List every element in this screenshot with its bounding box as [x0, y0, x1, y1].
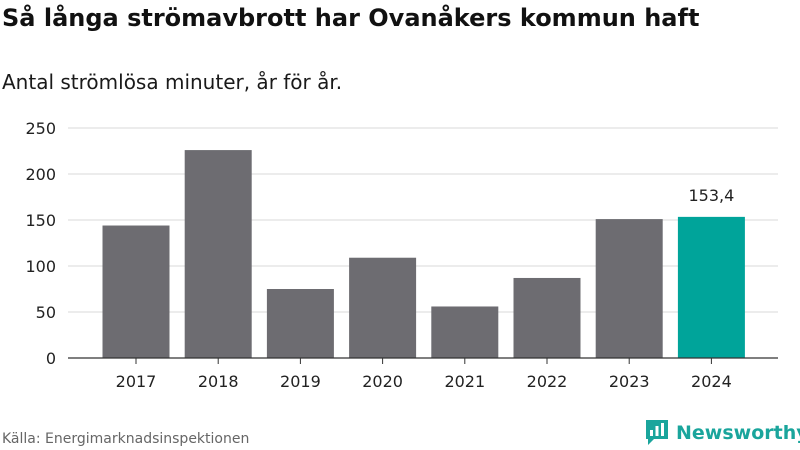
data-label-2024: 153,4: [688, 186, 734, 205]
x-tick-label-2023: 2023: [609, 372, 650, 391]
bar-2022: [513, 277, 581, 358]
x-tick-label-2019: 2019: [280, 372, 321, 391]
chart-subtitle: Antal strömlösa minuter, år för år.: [2, 70, 343, 94]
bar-2017: [102, 225, 170, 358]
y-tick-label-100: 100: [25, 257, 56, 276]
newsworthy-logo-icon: [646, 420, 668, 445]
y-tick-label-0: 0: [46, 349, 56, 368]
bar-2020: [349, 257, 417, 358]
x-tick-label-2020: 2020: [362, 372, 403, 391]
x-tick-label-2017: 2017: [116, 372, 157, 391]
y-tick-label-50: 50: [36, 303, 56, 322]
brand-logo: Newsworthy: [644, 418, 800, 448]
y-tick-label-150: 150: [25, 211, 56, 230]
x-tick-label-2018: 2018: [198, 372, 239, 391]
x-tick-label-2024: 2024: [691, 372, 732, 391]
brand-name: Newsworthy: [676, 422, 800, 444]
x-tick-label-2021: 2021: [444, 372, 485, 391]
x-tick-label-2022: 2022: [527, 372, 568, 391]
bar-2021: [431, 306, 499, 358]
bar-2018: [184, 150, 252, 358]
bar-2019: [266, 289, 334, 358]
y-tick-label-250: 250: [25, 119, 56, 138]
chart-title: Så långa strömavbrott har Ovanåkers komm…: [2, 4, 700, 32]
bar-2024: [677, 216, 745, 358]
bar-chart: 0 50 100 150 200 250 2017 2018 2019 2020 2021 2022 2…: [25, 119, 778, 391]
bar-2023: [595, 219, 663, 358]
y-tick-label-200: 200: [25, 165, 56, 184]
source-note: Källa: Energimarknadsinspektionen: [2, 431, 250, 447]
